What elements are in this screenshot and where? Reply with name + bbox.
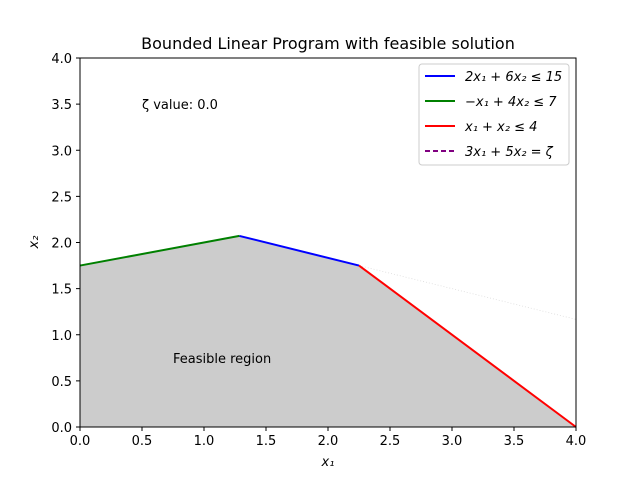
legend-box [418, 63, 570, 166]
series-line-2 [358, 264, 577, 428]
y-tick-label-2: 1.0 [51, 329, 72, 344]
series-line-0 [239, 234, 360, 267]
axis-ticks: 0.0 0.5 1.0 1.5 2.0 2.5 3.0 3.5 4.0 0.0 0.5 1.0 1.5 2… [51, 52, 586, 449]
legend: 2x₁ + 6x₂ ≤ 15 −x₁ + 4x₂ ≤ 7 x₁ + x₂ ≤ 4 3x… [418, 63, 570, 166]
faint-line [358, 265, 577, 320]
feasible-region [80, 235, 576, 427]
y-tick-label-0: 0.0 [51, 421, 72, 436]
legend-label-3: 3x₁ + 5x₂ = ζ [465, 145, 554, 160]
chart-title: Bounded Linear Program with feasible sol… [141, 34, 515, 53]
y-tick-label-6: 3.0 [51, 144, 72, 159]
y-tick-label-7: 3.5 [51, 98, 72, 113]
x-tick-label-6: 3.0 [442, 434, 463, 449]
x-tick-label-2: 1.0 [194, 434, 215, 449]
series-line-1 [79, 234, 240, 267]
annotation-0: ζ value: 0.0 [142, 98, 218, 113]
x-tick-label-0: 0.0 [70, 434, 91, 449]
legend-label-1: −x₁ + 4x₂ ≤ 7 [465, 95, 557, 110]
x-tick-label-8: 4.0 [566, 434, 587, 449]
legend-label-2: x₁ + x₂ ≤ 4 [464, 120, 537, 135]
x-tick-label-3: 1.5 [256, 434, 277, 449]
y-tick-label-1: 0.5 [51, 375, 72, 390]
x-tick-label-5: 2.5 [380, 434, 401, 449]
x-tick-label-4: 2.0 [318, 434, 339, 449]
y-tick-label-8: 4.0 [51, 52, 72, 67]
y-axis-label: x₂ [27, 236, 42, 250]
y-tick-label-4: 2.0 [51, 237, 72, 252]
x-tick-label-7: 3.5 [504, 434, 525, 449]
y-tick-label-3: 1.5 [51, 283, 72, 298]
y-tick-label-5: 2.5 [51, 190, 72, 205]
x-tick-label-1: 0.5 [132, 434, 153, 449]
annotation-1: Feasible region [173, 352, 271, 367]
legend-label-0: 2x₁ + 6x₂ ≤ 15 [465, 70, 562, 85]
x-axis-label: x₁ [321, 455, 335, 470]
